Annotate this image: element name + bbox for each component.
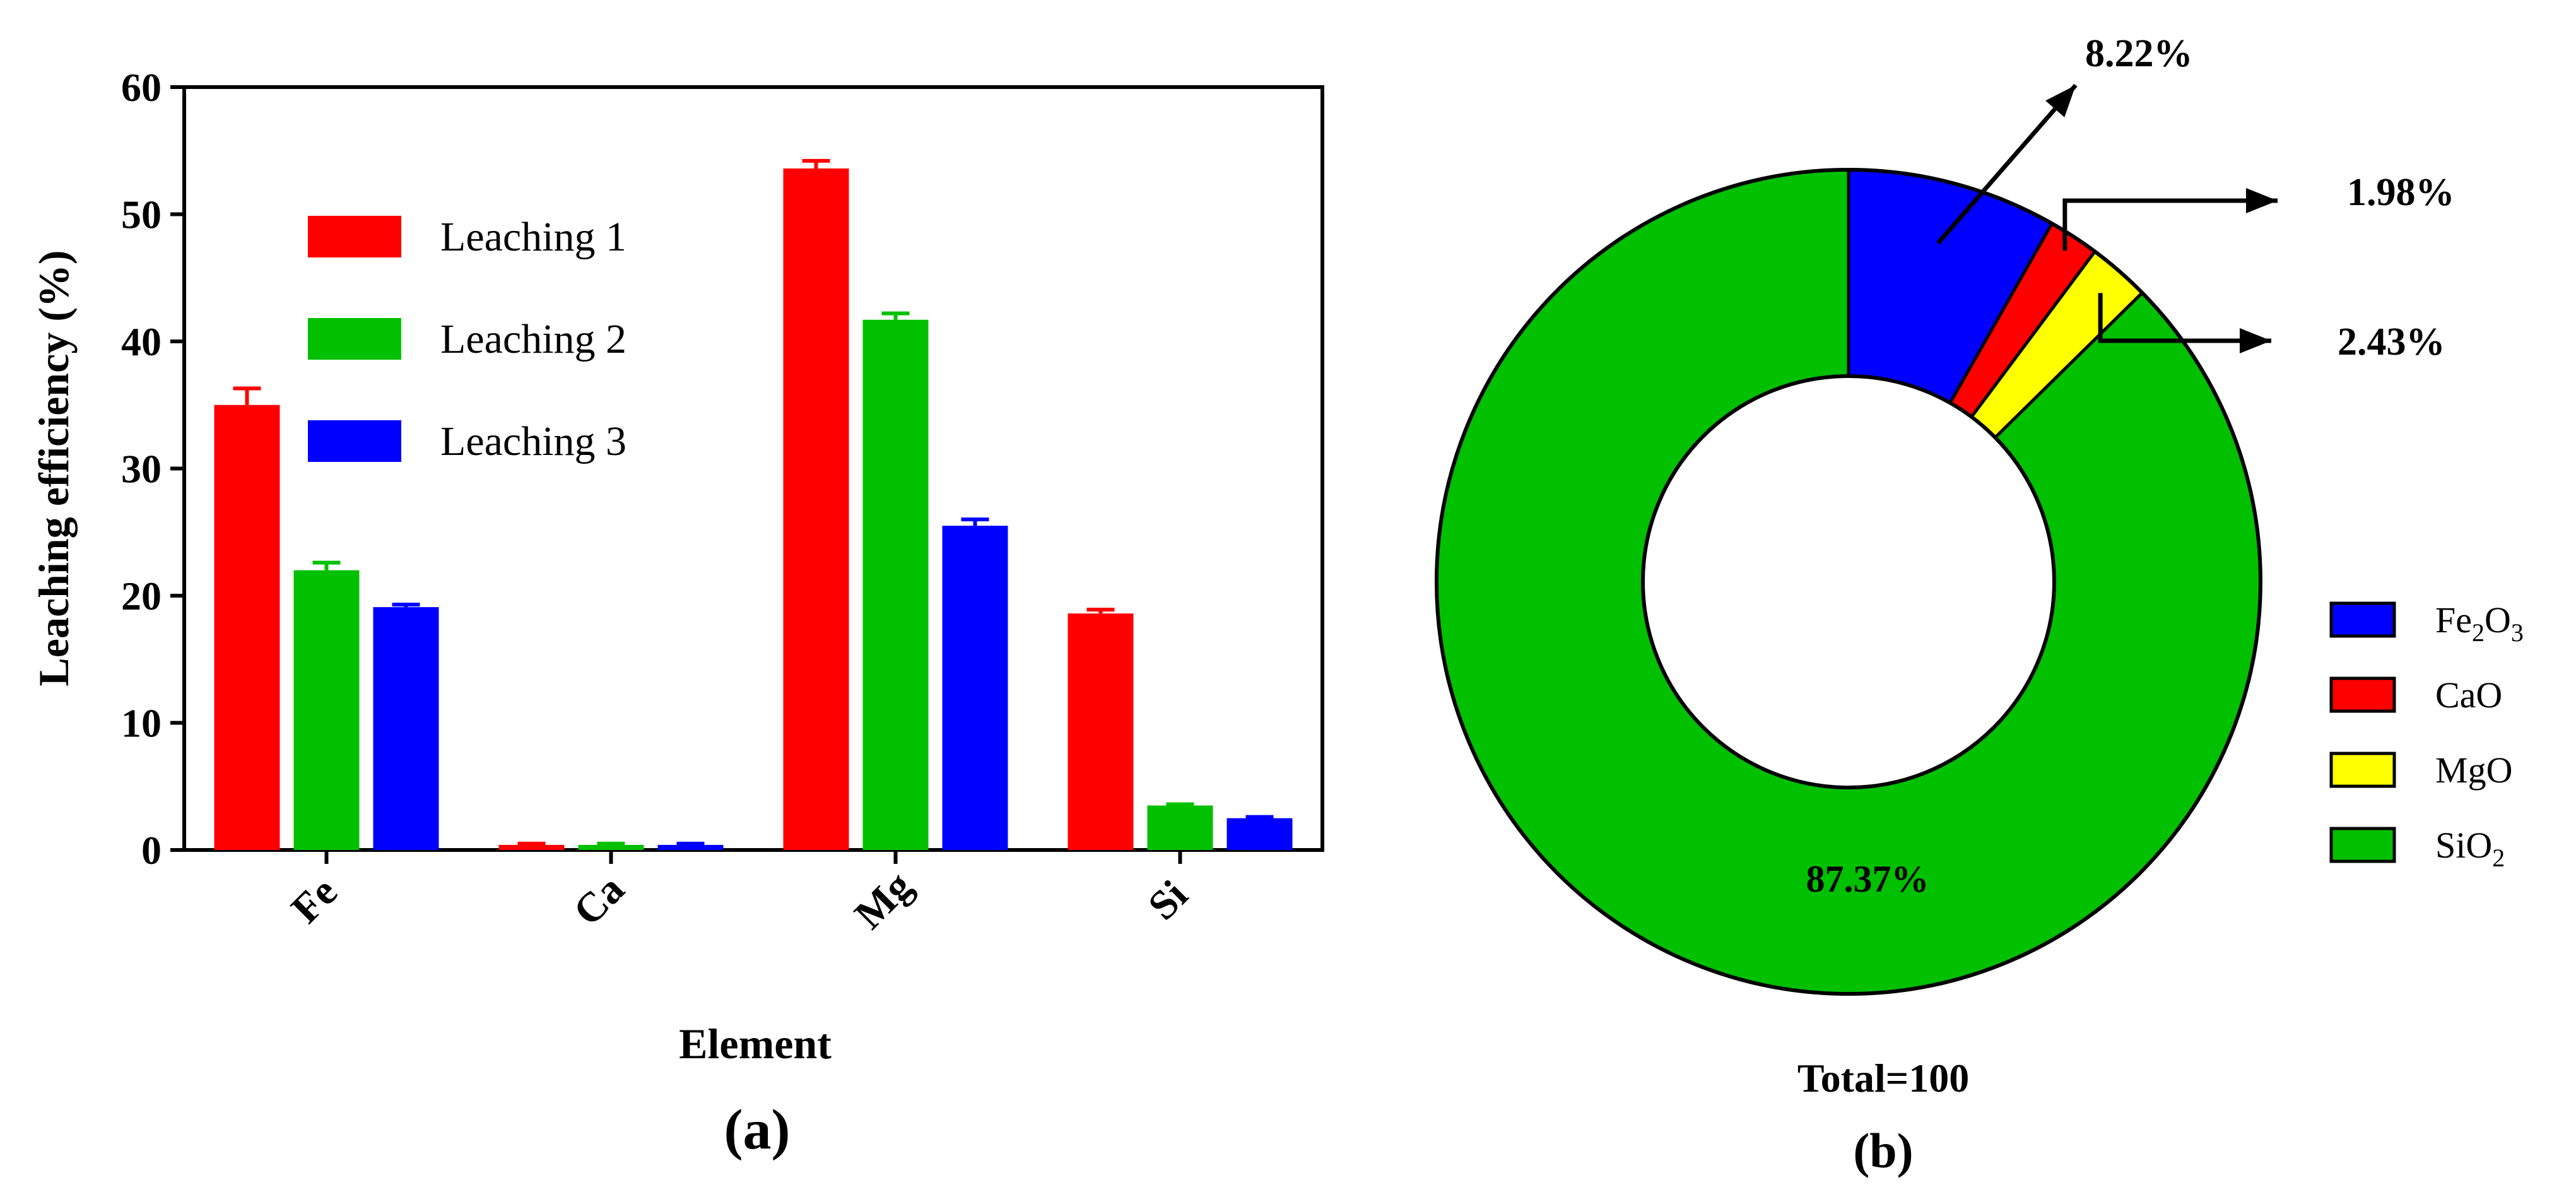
bar-x-axis-label: Element <box>679 1020 832 1068</box>
bar-mg-1 <box>783 168 849 851</box>
formula-text: MgO <box>2435 750 2512 791</box>
callout-line <box>2062 198 2278 251</box>
y-tick-label: 50 <box>121 192 162 237</box>
panel-label-b: (b) <box>1853 1123 1913 1178</box>
legend-swatch-fe2o3 <box>2329 601 2396 638</box>
donut-outer-ring <box>1435 168 2262 996</box>
subscript: 3 <box>2511 618 2524 647</box>
donut-callouts: 8.22% 1.98% 2.43% 87.37% <box>1806 32 2455 900</box>
bar-mg-3 <box>942 526 1008 850</box>
legend-label-3: Leaching 3 <box>440 418 626 464</box>
bar-fe-1 <box>214 404 280 850</box>
formula-text: O <box>2485 599 2511 640</box>
slice-label-fe2o3: 8.22% <box>2085 32 2193 75</box>
y-tick-label: 20 <box>121 574 162 618</box>
callout-line <box>1936 83 2078 245</box>
legend-label-1: Leaching 1 <box>440 214 626 260</box>
arrow-head <box>2246 188 2278 213</box>
legend-label-mgo: MgO <box>2435 750 2512 791</box>
x-tick-label-mg: Mg <box>846 863 921 938</box>
bar-y-axis: 0 10 20 30 40 50 60 <box>121 65 184 873</box>
panel-label-a: (a) <box>724 1099 791 1161</box>
y-tick-label: 30 <box>121 447 162 492</box>
callout-line <box>2098 293 2271 343</box>
y-tick-label: 10 <box>121 701 162 746</box>
slice-label-mgo: 2.43% <box>2338 321 2445 363</box>
bar-fe-2 <box>293 570 360 850</box>
legend-label-cao: CaO <box>2435 675 2502 716</box>
bar-y-axis-label: Leaching efficiency (%) <box>30 250 78 686</box>
bar-si-2 <box>1147 805 1213 850</box>
arrow-head <box>2240 328 2271 353</box>
x-tick-label-si: Si <box>1139 872 1197 929</box>
slice-label-cao: 1.98% <box>2347 171 2455 214</box>
bar-ca-3 <box>657 844 724 850</box>
legend-swatch-2 <box>308 318 401 360</box>
legend-swatch-3 <box>308 420 401 462</box>
x-tick-label-fe: Fe <box>283 868 346 932</box>
legend-label-sio2: SiO2 <box>2435 825 2505 872</box>
arrow-head <box>2045 85 2076 117</box>
bar-ca-1 <box>498 844 565 850</box>
donut-hole <box>1641 374 2056 789</box>
bar-si-3 <box>1226 818 1293 850</box>
legend-swatch-1 <box>308 216 401 257</box>
y-tick-label: 0 <box>141 828 162 873</box>
bar-ca-2 <box>578 844 644 850</box>
x-tick-label-ca: Ca <box>565 866 633 935</box>
bar-series-group <box>214 158 1293 851</box>
legend-label-fe2o3: Fe2O3 <box>2435 599 2524 647</box>
donut-total-label: Total=100 <box>1797 1056 1969 1101</box>
subscript: 2 <box>2472 618 2485 647</box>
legend-label-2: Leaching 2 <box>440 316 626 362</box>
formula-text: Fe <box>2435 599 2472 640</box>
bar-x-axis: Fe Ca Mg Si <box>283 850 1197 938</box>
formula-text: CaO <box>2435 675 2502 716</box>
bar-fe-3 <box>373 607 439 850</box>
subscript: 2 <box>2492 844 2505 872</box>
legend-swatch-cao <box>2329 676 2396 713</box>
legend-swatch-sio2 <box>2329 827 2396 863</box>
bar-mg-2 <box>862 319 929 850</box>
y-tick-label: 40 <box>121 319 162 364</box>
bar-legend: Leaching 1 Leaching 2 Leaching 3 <box>308 214 626 464</box>
legend-swatch-mgo <box>2329 752 2396 788</box>
bar-si-1 <box>1067 613 1134 850</box>
formula-text: SiO <box>2435 825 2492 866</box>
slice-label-sio2: 87.37% <box>1806 858 1929 900</box>
y-tick-label: 60 <box>121 65 162 110</box>
